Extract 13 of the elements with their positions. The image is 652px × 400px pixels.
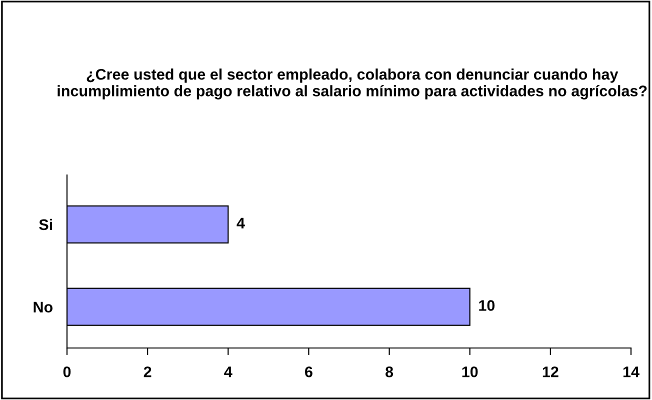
- x-tick-label: 4: [224, 366, 232, 378]
- x-tick-label: 0: [63, 366, 71, 378]
- x-tick-label: 12: [542, 366, 558, 378]
- data-label: 10: [479, 300, 495, 311]
- y-tick-label: No: [34, 302, 53, 312]
- x-tick-label: 6: [305, 366, 312, 378]
- x-tick-label: 2: [144, 366, 152, 378]
- data-label: 4: [236, 218, 245, 228]
- chart-title: ¿Cree usted que el sector empleado, colabora con denunciar cuando hay incumplimiento de pago relativo al salario mínimo para actividades no agrícolas?: [58, 68, 647, 100]
- x-tick-label: 14: [623, 366, 640, 378]
- x-tick-label: 8: [386, 366, 394, 378]
- x-tick-label: 10: [462, 366, 478, 378]
- y-tick-label: Si: [39, 218, 52, 230]
